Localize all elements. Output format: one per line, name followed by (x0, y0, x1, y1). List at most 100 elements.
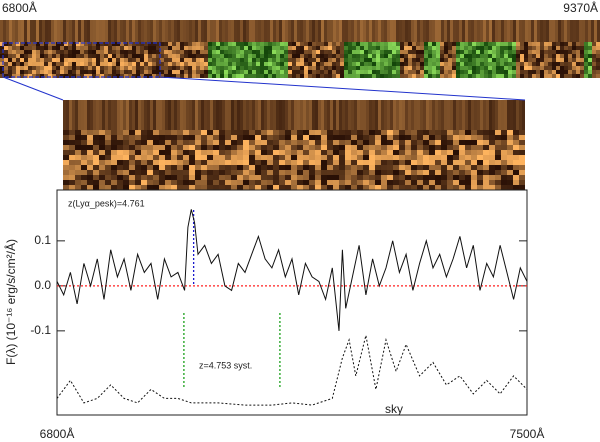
image-pixel (340, 70, 344, 74)
image-pixel (32, 66, 36, 70)
image-column (231, 100, 234, 130)
image-pixel (513, 150, 519, 155)
image-pixel (108, 74, 112, 78)
image-pixel (156, 70, 160, 74)
image-pixel (135, 185, 141, 190)
image-pixel (396, 66, 400, 70)
image-pixel (148, 74, 152, 78)
image-column (222, 100, 225, 130)
image-pixel (393, 180, 399, 185)
image-pixel (165, 155, 171, 160)
image-pixel (69, 160, 75, 165)
image-pixel (459, 170, 465, 175)
image-pixel (340, 46, 344, 50)
image-pixel (388, 50, 392, 54)
image-pixel (192, 46, 196, 50)
image-pixel (207, 180, 213, 185)
image-pixel (279, 135, 285, 140)
image-pixel (159, 185, 165, 190)
image-column (273, 100, 276, 130)
image-pixel (429, 170, 435, 175)
image-pixel (556, 70, 560, 74)
image-pixel (220, 46, 224, 50)
image-pixel (328, 66, 332, 70)
image-pixel (44, 74, 48, 78)
image-pixel (459, 155, 465, 160)
image-pixel (123, 140, 129, 145)
image-pixel (596, 70, 600, 74)
image-pixel (384, 70, 388, 74)
image-pixel (52, 70, 56, 74)
image-pixel (516, 42, 520, 46)
image-pixel (352, 62, 356, 66)
image-pixel (147, 185, 153, 190)
image-pixel (480, 54, 484, 58)
image-pixel (501, 185, 507, 190)
image-pixel (297, 165, 303, 170)
image-pixel (32, 50, 36, 54)
image-column (177, 100, 180, 130)
image-pixel (441, 135, 447, 140)
image-pixel (483, 150, 489, 155)
image-pixel (123, 135, 129, 140)
image-column (48, 20, 51, 42)
image-pixel (440, 42, 444, 46)
image-column (207, 20, 210, 42)
image-pixel (428, 74, 432, 78)
image-pixel (123, 145, 129, 150)
image-pixel (399, 145, 405, 150)
image-pixel (280, 70, 284, 74)
image-pixel (460, 62, 464, 66)
image-column (282, 20, 285, 42)
image-pixel (339, 150, 345, 155)
image-pixel (249, 150, 255, 155)
image-pixel (4, 58, 8, 62)
image-pixel (276, 46, 280, 50)
image-pixel (375, 165, 381, 170)
image-pixel (152, 54, 156, 58)
image-column (96, 100, 99, 130)
image-pixel (372, 58, 376, 62)
image-pixel (460, 70, 464, 74)
image-pixel (520, 62, 524, 66)
image-pixel (420, 74, 424, 78)
image-pixel (477, 175, 483, 180)
image-pixel (501, 170, 507, 175)
image-pixel (276, 74, 280, 78)
image-pixel (141, 150, 147, 155)
image-pixel (213, 130, 219, 135)
image-pixel (189, 185, 195, 190)
image-column (468, 100, 471, 130)
image-pixel (360, 50, 364, 54)
image-pixel (225, 145, 231, 150)
image-pixel (339, 165, 345, 170)
image-pixel (276, 66, 280, 70)
image-pixel (500, 50, 504, 54)
image-pixel (453, 135, 459, 140)
image-pixel (496, 42, 500, 46)
image-pixel (176, 54, 180, 58)
image-pixel (435, 165, 441, 170)
image-pixel (429, 185, 435, 190)
image-pixel (441, 160, 447, 165)
image-pixel (129, 175, 135, 180)
image-pixel (153, 155, 159, 160)
image-column (63, 100, 66, 130)
image-pixel (388, 46, 392, 50)
image-pixel (536, 62, 540, 66)
image-pixel (368, 70, 372, 74)
image-pixel (75, 145, 81, 150)
image-pixel (556, 50, 560, 54)
image-pixel (184, 74, 188, 78)
image-pixel (388, 70, 392, 74)
image-pixel (432, 42, 436, 46)
image-column (375, 100, 378, 130)
image-pixel (584, 54, 588, 58)
image-pixel (40, 62, 44, 66)
image-pixel (36, 50, 40, 54)
image-pixel (321, 145, 327, 150)
image-pixel (404, 50, 408, 54)
image-pixel (216, 42, 220, 46)
image-pixel (108, 42, 112, 46)
image-pixel (135, 150, 141, 155)
